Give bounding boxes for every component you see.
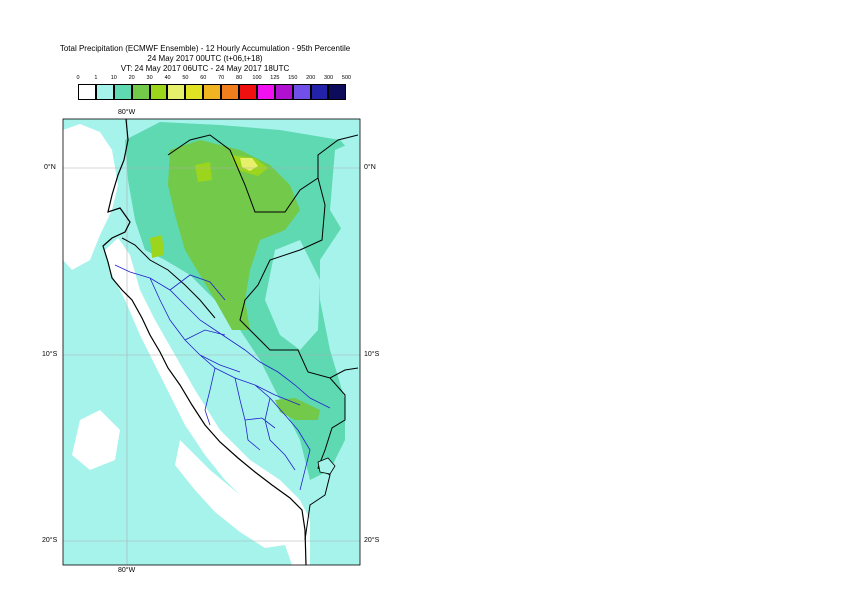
legend-label: 80 — [236, 75, 243, 81]
map-frame — [62, 118, 361, 566]
lat-label-left-10: 10°S — [42, 351, 58, 358]
lat-label-right-10: 10°S — [364, 351, 380, 358]
legend-label: 40 — [164, 75, 171, 81]
legend-swatch — [203, 84, 222, 100]
legend-label: 50 — [182, 75, 189, 81]
legend-label: 0 — [76, 75, 80, 81]
legend-swatch — [221, 84, 240, 100]
legend-label: 500 — [341, 75, 352, 81]
legend-label: 150 — [288, 75, 298, 81]
legend-label: 100 — [252, 75, 262, 81]
legend-label: 70 — [218, 75, 225, 81]
legend-swatch — [274, 84, 293, 100]
lon-label-top: 80°W — [118, 109, 136, 116]
inland-light-precip — [265, 240, 320, 350]
legend-label: 1 — [94, 75, 98, 81]
national-borders — [121, 134, 359, 541]
legend-swatch — [167, 84, 186, 100]
lon-label-bottom: 80°W — [118, 567, 136, 574]
legend-label: 30 — [146, 75, 153, 81]
legend-swatch — [310, 84, 329, 100]
valid-time: VT: 24 May 2017 06UTC - 24 May 2017 18UT… — [120, 64, 290, 73]
heavy-precip-south — [275, 398, 320, 420]
inland-light-precip-2 — [330, 140, 358, 235]
legend-swatch — [328, 84, 347, 100]
legend-labels: 0 1 10 20 30 40 50 60 70 80 100 125 150 200 300 500 — [76, 75, 352, 84]
graticule — [63, 119, 360, 565]
legend-label: 300 — [324, 75, 334, 81]
legend-swatch — [292, 84, 311, 100]
legend-swatch — [149, 84, 168, 100]
dry-offshore-south — [175, 440, 285, 548]
legend-swatch — [78, 84, 96, 100]
legend-swatch — [113, 84, 132, 100]
legend-label: 20 — [128, 75, 135, 81]
legend-swatch — [185, 84, 204, 100]
coastline — [102, 118, 307, 566]
dry-offshore-2 — [72, 410, 120, 470]
lake-titicaca — [317, 457, 336, 475]
legend-label: 200 — [306, 75, 316, 81]
lat-label-left-20: 20°S — [42, 537, 58, 544]
dry-area-north — [63, 124, 118, 270]
dry-coastal-strip — [105, 238, 310, 565]
lat-label-right-20: 20°S — [364, 537, 380, 544]
legend-label: 10 — [110, 75, 117, 81]
lat-label-left-0: 0°N — [44, 164, 56, 171]
legend-swatch — [256, 84, 275, 100]
chart-title: Total Precipitation (ECMWF Ensemble) - 1… — [59, 44, 351, 53]
legend-swatch — [131, 84, 150, 100]
color-legend — [78, 84, 347, 100]
legend-swatch — [239, 84, 257, 100]
lat-label-right-0: 0°N — [364, 164, 376, 171]
legend-label: 125 — [270, 75, 280, 81]
regional-borders — [114, 264, 331, 491]
heavy-precip-band — [168, 140, 300, 330]
legend-swatch — [95, 84, 114, 100]
base-time: 24 May 2017 00UTC (t+06,t+18) — [147, 54, 263, 63]
legend-label: 60 — [200, 75, 207, 81]
